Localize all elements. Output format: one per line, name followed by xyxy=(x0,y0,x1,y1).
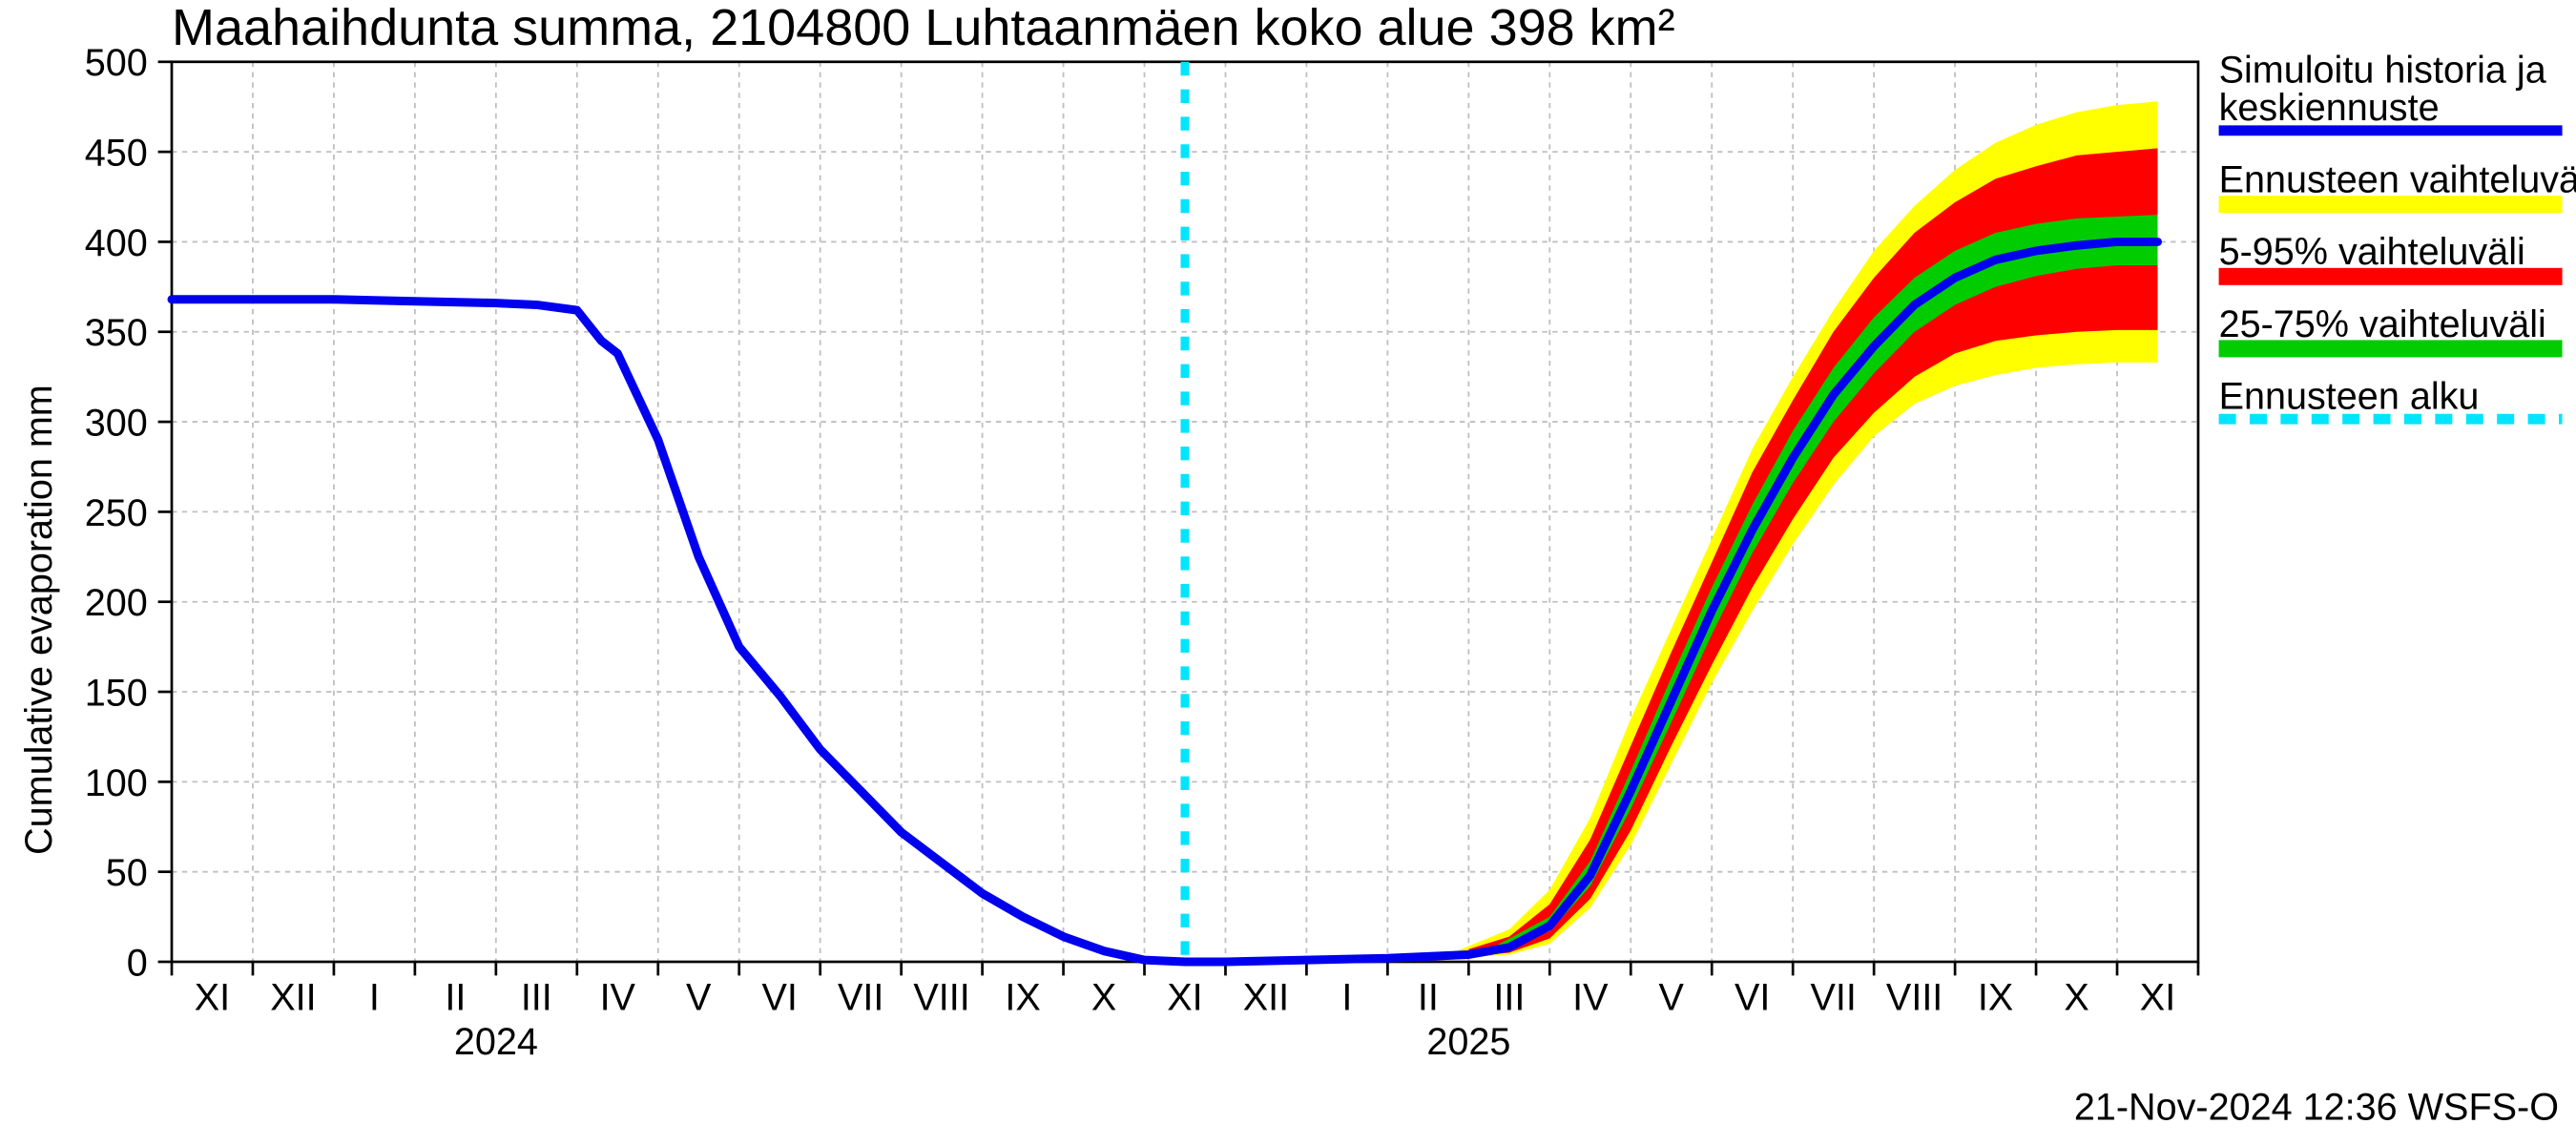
svg-text:Ennusteen alku: Ennusteen alku xyxy=(2219,375,2480,417)
svg-text:2025: 2025 xyxy=(1426,1021,1510,1063)
svg-text:IX: IX xyxy=(1978,976,2013,1018)
svg-text:I: I xyxy=(369,976,380,1018)
svg-text:5-95% vaihteluväli: 5-95% vaihteluväli xyxy=(2219,231,2525,273)
svg-text:2024: 2024 xyxy=(454,1021,538,1063)
y-axis-label: Cumulative evaporation mm xyxy=(18,385,60,855)
svg-text:350: 350 xyxy=(85,312,148,354)
svg-text:XI: XI xyxy=(1167,976,1202,1018)
svg-text:XI: XI xyxy=(2140,976,2175,1018)
svg-text:III: III xyxy=(1493,976,1525,1018)
svg-text:VII: VII xyxy=(838,976,883,1018)
svg-text:X: X xyxy=(1091,976,1116,1018)
chart-title: Maahaihdunta summa, 2104800 Luhtaanmäen … xyxy=(172,0,1675,56)
chart-svg: 050100150200250300350400450500XIXIIIIIII… xyxy=(0,0,2576,1144)
svg-text:IX: IX xyxy=(1005,976,1040,1018)
svg-text:250: 250 xyxy=(85,492,148,534)
svg-text:0: 0 xyxy=(127,942,148,984)
svg-text:III: III xyxy=(521,976,552,1018)
svg-text:VI: VI xyxy=(1735,976,1770,1018)
chart-container: 050100150200250300350400450500XIXIIIIIII… xyxy=(0,0,2576,1144)
svg-text:150: 150 xyxy=(85,672,148,714)
svg-text:VIII: VIII xyxy=(913,976,969,1018)
svg-text:400: 400 xyxy=(85,222,148,264)
svg-text:50: 50 xyxy=(106,852,148,894)
svg-text:200: 200 xyxy=(85,582,148,624)
svg-text:XI: XI xyxy=(195,976,230,1018)
svg-text:keskiennuste: keskiennuste xyxy=(2219,87,2440,129)
svg-text:500: 500 xyxy=(85,42,148,84)
svg-text:XII: XII xyxy=(270,976,316,1018)
footer-text: 21-Nov-2024 12:36 WSFS-O xyxy=(2074,1087,2559,1129)
svg-text:VII: VII xyxy=(1810,976,1856,1018)
svg-text:IV: IV xyxy=(600,976,636,1018)
svg-text:IV: IV xyxy=(1572,976,1609,1018)
svg-text:V: V xyxy=(1659,976,1685,1018)
svg-text:Ennusteen vaihteluväli: Ennusteen vaihteluväli xyxy=(2219,159,2576,201)
svg-text:X: X xyxy=(2064,976,2088,1018)
svg-text:Simuloitu historia ja: Simuloitu historia ja xyxy=(2219,49,2547,91)
svg-text:XII: XII xyxy=(1243,976,1289,1018)
svg-text:I: I xyxy=(1341,976,1352,1018)
svg-text:VI: VI xyxy=(761,976,797,1018)
svg-text:100: 100 xyxy=(85,762,148,804)
svg-text:300: 300 xyxy=(85,402,148,444)
svg-text:V: V xyxy=(686,976,712,1018)
svg-text:25-75% vaihteluväli: 25-75% vaihteluväli xyxy=(2219,303,2546,345)
svg-text:II: II xyxy=(445,976,466,1018)
svg-text:II: II xyxy=(1418,976,1439,1018)
svg-text:450: 450 xyxy=(85,133,148,175)
svg-text:VIII: VIII xyxy=(1886,976,1942,1018)
